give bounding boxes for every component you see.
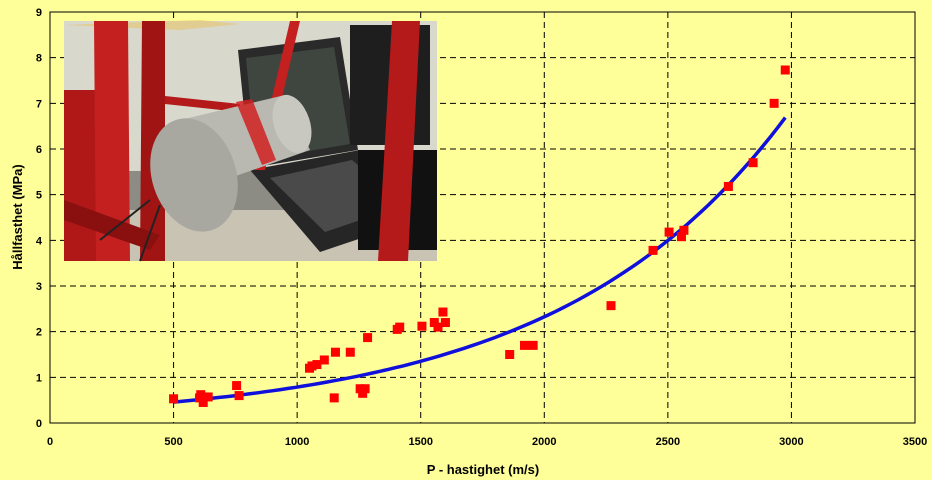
- data-point: [329, 393, 339, 403]
- data-point: [319, 355, 329, 365]
- data-points: [169, 65, 790, 407]
- data-point: [433, 322, 443, 332]
- data-point: [203, 392, 213, 402]
- data-point: [312, 360, 322, 370]
- concrete-core-icon: [99, 94, 312, 262]
- x-tick-label: 0: [47, 436, 53, 448]
- data-point: [664, 227, 674, 237]
- data-point: [440, 318, 450, 328]
- x-tick-label: 3500: [903, 436, 927, 448]
- y-tick-label: 7: [36, 98, 42, 110]
- data-point: [780, 65, 790, 75]
- x-tick-label: 1000: [285, 436, 309, 448]
- y-tick-label: 1: [36, 372, 42, 384]
- y-tick-label: 6: [36, 144, 42, 156]
- y-tick-label: 8: [36, 53, 42, 65]
- y-axis-title: Hållfasthet (MPa): [10, 164, 25, 269]
- data-point: [360, 384, 370, 394]
- data-point: [679, 225, 689, 235]
- y-tick-labels: 0 1 2 3 4 5 6 7 8 9: [36, 7, 43, 430]
- data-point: [429, 318, 439, 328]
- data-point: [232, 381, 242, 391]
- data-point: [196, 390, 206, 400]
- data-point: [169, 394, 179, 404]
- data-point: [723, 181, 733, 191]
- data-point: [438, 307, 448, 317]
- data-point: [648, 245, 658, 255]
- data-point: [307, 361, 317, 371]
- data-point: [395, 322, 405, 332]
- data-point: [520, 340, 530, 350]
- x-tick-label: 2000: [532, 436, 556, 448]
- x-axis-title: P - hastighet (m/s): [427, 462, 539, 477]
- data-point: [355, 384, 365, 394]
- x-tick-label: 2500: [656, 436, 680, 448]
- data-point: [748, 158, 758, 168]
- x-tick-label: 500: [164, 436, 182, 448]
- y-tick-label: 9: [36, 7, 42, 19]
- data-point: [505, 350, 515, 359]
- data-point: [198, 397, 208, 407]
- data-point: [234, 391, 244, 401]
- data-point: [330, 347, 340, 357]
- inset-photo: [64, 20, 437, 262]
- x-tick-label: 1500: [408, 436, 432, 448]
- data-point: [606, 301, 616, 311]
- data-point: [676, 232, 686, 242]
- y-tick-label: 0: [36, 418, 42, 430]
- data-point: [528, 340, 538, 350]
- x-tick-label: 3000: [779, 436, 803, 448]
- y-tick-label: 2: [36, 327, 42, 339]
- data-point: [363, 333, 373, 343]
- data-point: [358, 388, 368, 398]
- data-point: [769, 98, 779, 108]
- x-tick-labels: 0 500 1000 1500 2000 2500 3000 3500: [47, 436, 927, 448]
- data-point: [417, 321, 427, 331]
- y-tick-label: 4: [36, 235, 43, 247]
- y-tick-label: 3: [36, 281, 42, 293]
- data-point: [345, 347, 355, 357]
- y-tick-label: 5: [36, 190, 42, 202]
